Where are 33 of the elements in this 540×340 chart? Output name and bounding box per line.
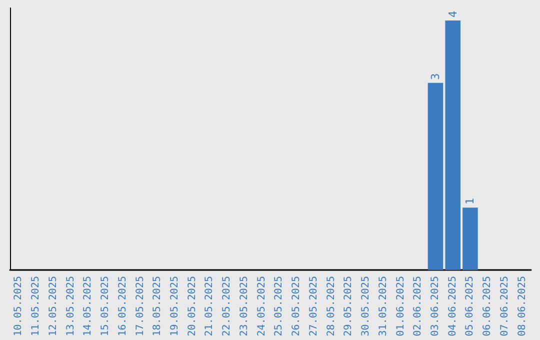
x-tick-label: 07.06.2025: [499, 276, 510, 336]
x-tick-label: 31.05.2025: [378, 276, 389, 336]
x-tick-label: 10.05.2025: [13, 276, 24, 336]
x-tick-label: 08.06.2025: [516, 276, 528, 336]
x-tick-label: 05.06.2025: [464, 276, 476, 336]
x-tick-label: 14.05.2025: [82, 276, 94, 336]
x-tick-label: 28.05.2025: [326, 276, 337, 336]
x-tick-label: 12.05.2025: [48, 276, 59, 336]
x-tick-label: 04.06.2025: [447, 276, 458, 336]
x-tick-label: 02.06.2025: [412, 276, 424, 336]
x-tick-label: 03.06.2025: [430, 276, 441, 336]
x-tick-label: 24.05.2025: [256, 276, 268, 336]
x-tick-label: 19.05.2025: [169, 276, 180, 336]
x-tick-label: 15.05.2025: [100, 276, 112, 336]
x-tick-label: 25.05.2025: [274, 276, 285, 336]
data-label: 1: [464, 198, 477, 205]
x-tick-label: 22.05.2025: [222, 276, 233, 336]
x-tick-label: 16.05.2025: [117, 276, 128, 336]
x-tick-label: 21.05.2025: [204, 276, 216, 336]
x-tick-label: 17.05.2025: [134, 276, 146, 336]
x-tick-label: 29.05.2025: [343, 276, 354, 336]
x-tick-label: 11.05.2025: [30, 276, 42, 336]
x-tick-label: 27.05.2025: [308, 276, 320, 336]
x-tick-label: 01.06.2025: [395, 276, 406, 336]
x-tick-label: 18.05.2025: [152, 276, 164, 336]
data-label: 4: [446, 10, 460, 18]
x-tick-label: 13.05.2025: [65, 276, 76, 336]
data-label: 3: [428, 73, 442, 80]
x-tick-label: 20.05.2025: [186, 276, 198, 336]
x-tick-label: 06.06.2025: [482, 276, 494, 336]
x-tick-label: 30.05.2025: [360, 276, 372, 336]
x-tick-label: 23.05.2025: [238, 276, 250, 336]
x-tick-label: 26.05.2025: [291, 276, 302, 336]
